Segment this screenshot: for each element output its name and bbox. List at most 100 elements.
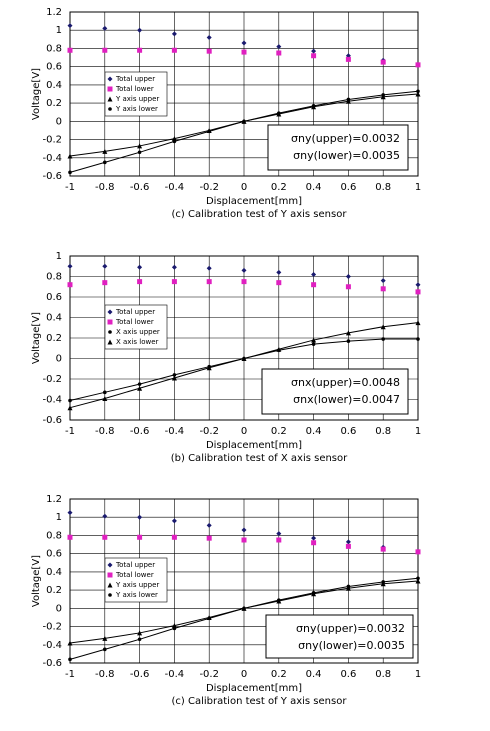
legend-label: Y axis upper [115, 95, 159, 103]
marker-square [102, 534, 108, 540]
legend-label: Total upper [115, 561, 155, 569]
marker-diamond [67, 510, 73, 516]
marker-square [102, 47, 108, 53]
annotation-box [265, 614, 414, 659]
marker-square [311, 53, 317, 59]
legend-label: Total lower [115, 85, 154, 93]
x-tick-label: 0.2 [271, 669, 287, 680]
marker-square [276, 537, 282, 543]
marker-triangle [276, 346, 282, 352]
marker-diamond [107, 76, 113, 82]
legend-label: Total lower [115, 571, 154, 579]
marker-diamond [137, 514, 143, 520]
x-tick-label: -0.2 [199, 182, 219, 193]
marker-diamond [415, 282, 421, 288]
marker-square [380, 59, 386, 65]
marker-diamond [137, 27, 143, 33]
x-tick-label: 0.4 [306, 182, 322, 193]
y-tick-label: -0.4 [42, 153, 62, 164]
marker-triangle [67, 153, 73, 159]
marker-square [415, 289, 421, 295]
x-tick-label: -0.8 [95, 426, 115, 437]
marker-square [171, 534, 177, 540]
marker-dot [311, 591, 316, 595]
legend-box [104, 557, 168, 603]
marker-dot [277, 598, 281, 602]
x-tick-label: 1 [415, 669, 421, 680]
marker-dot [242, 119, 246, 124]
y-tick-label: 1.2 [46, 494, 62, 505]
marker-diamond [67, 263, 73, 269]
marker-diamond [345, 274, 351, 279]
marker-triangle [171, 136, 177, 142]
marker-square [67, 47, 73, 53]
marker-diamond [67, 23, 73, 29]
x-tick-label: 0.2 [271, 182, 287, 193]
y-tick-label: 1 [56, 512, 62, 523]
x-tick-label: -0.2 [199, 426, 219, 437]
chart-title: (c) Calibration test of Y axis sensor [172, 696, 348, 707]
legend-label: Y axis upper [115, 581, 159, 589]
y-tick-label: 0.4 [46, 80, 62, 91]
x-tick-label: 0.6 [340, 426, 356, 437]
marker-diamond [276, 269, 282, 275]
x-tick-label: 1 [415, 182, 421, 193]
x-tick-label: 0.4 [306, 426, 322, 437]
marker-square [67, 534, 73, 540]
marker-triangle [137, 385, 143, 391]
x-tick-label: 0.8 [375, 426, 391, 437]
y-tick-label: -0.2 [42, 374, 62, 385]
marker-triangle [102, 395, 108, 401]
marker-dot [108, 107, 112, 111]
y-tick-label: -0.2 [42, 135, 62, 146]
marker-diamond [102, 513, 108, 519]
x-tick-label: 0.8 [375, 669, 391, 680]
marker-dot [207, 129, 211, 134]
x-tick-label: 0 [241, 669, 247, 680]
marker-diamond [380, 278, 386, 284]
legend-label: Y axis lower [115, 591, 158, 599]
marker-square [206, 279, 212, 285]
x-tick-label: -0.4 [165, 669, 185, 680]
marker-square [171, 47, 177, 53]
legend-label: Y axis lower [115, 105, 158, 113]
y-tick-label: -0.6 [42, 415, 62, 426]
marker-dot [311, 342, 316, 346]
marker-triangle [171, 375, 177, 381]
marker-square [107, 572, 113, 578]
marker-diamond [102, 25, 108, 31]
marker-dot [68, 170, 72, 175]
marker-diamond [311, 48, 317, 54]
marker-diamond [206, 35, 212, 41]
y-tick-label: 0.2 [46, 98, 62, 109]
marker-diamond [171, 31, 177, 37]
marker-triangle [67, 640, 73, 646]
marker-triangle [415, 91, 421, 97]
marker-diamond [345, 539, 351, 545]
marker-square [206, 48, 212, 54]
annotation: σnx(lower)=0.0047 [293, 393, 400, 406]
x-axis-label: Displacement[mm] [206, 440, 302, 451]
marker-diamond [241, 40, 247, 46]
marker-square [241, 279, 247, 285]
marker-square [276, 280, 282, 286]
y-tick-label: 0 [56, 603, 62, 614]
y-tick-label: 0.6 [46, 549, 62, 560]
marker-dot [207, 616, 211, 621]
marker-triangle [415, 578, 421, 584]
marker-triangle [67, 405, 73, 411]
marker-dot [137, 637, 142, 642]
y-tick-label: 0.6 [46, 62, 62, 73]
marker-dot [416, 89, 420, 94]
marker-dot [172, 139, 177, 144]
legend-label: Total upper [115, 75, 155, 83]
y-tick-label: 0.4 [46, 567, 62, 578]
y-tick-label: -0.6 [42, 171, 62, 182]
marker-square [311, 540, 317, 546]
marker-triangle [171, 623, 177, 629]
marker-triangle [311, 337, 317, 343]
y-tick-label: 0.6 [46, 292, 62, 303]
x-tick-label: -0.6 [130, 182, 150, 193]
marker-dot [137, 150, 142, 155]
